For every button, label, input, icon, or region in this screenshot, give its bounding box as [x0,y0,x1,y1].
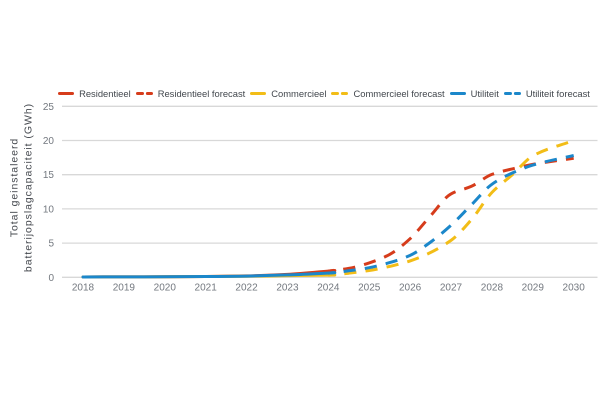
svg-text:2018: 2018 [72,283,95,294]
svg-text:2028: 2028 [481,283,504,294]
svg-text:5: 5 [48,239,54,250]
svg-text:10: 10 [43,204,55,215]
svg-text:0: 0 [48,273,54,284]
svg-text:15: 15 [43,170,55,181]
svg-text:2024: 2024 [317,283,340,294]
svg-text:2025: 2025 [358,283,381,294]
svg-text:2027: 2027 [440,283,463,294]
svg-text:2022: 2022 [235,283,258,294]
svg-text:2029: 2029 [522,283,545,294]
svg-text:25: 25 [43,102,55,113]
svg-text:2023: 2023 [276,283,299,294]
svg-text:20: 20 [43,136,55,147]
svg-text:2026: 2026 [399,283,422,294]
svg-text:2030: 2030 [563,283,586,294]
svg-text:2020: 2020 [154,283,177,294]
svg-text:2019: 2019 [113,283,136,294]
svg-text:2021: 2021 [195,283,218,294]
